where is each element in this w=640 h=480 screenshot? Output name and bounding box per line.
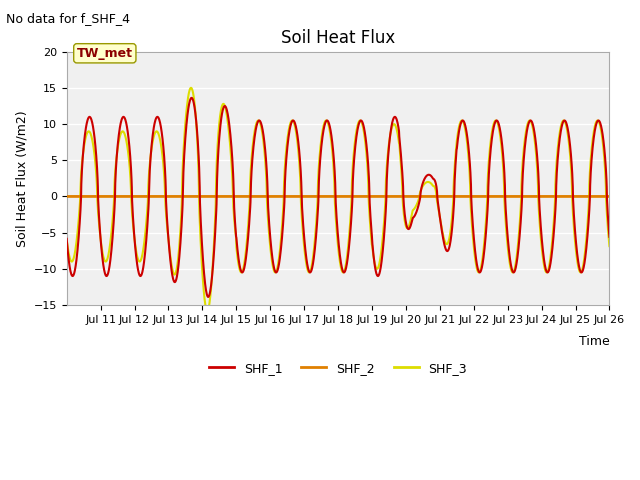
SHF_2 bbox=[327, 193, 335, 199]
Line: SHF_3: SHF_3 bbox=[67, 88, 609, 311]
SHF_3 bbox=[491, 119, 499, 124]
SHF_1 bbox=[63, 236, 70, 241]
SHF_1 bbox=[327, 131, 335, 137]
SHF_3 bbox=[90, 151, 98, 156]
Title: Soil Heat Flux: Soil Heat Flux bbox=[281, 29, 395, 48]
SHF_2 bbox=[63, 193, 70, 199]
SHF_2 bbox=[589, 193, 597, 199]
SHF_1 bbox=[491, 121, 499, 127]
SHF_1 bbox=[605, 234, 613, 240]
SHF_1 bbox=[90, 133, 98, 139]
SHF_2 bbox=[605, 193, 613, 199]
SHF_3 bbox=[313, 213, 321, 218]
X-axis label: Time: Time bbox=[579, 336, 609, 348]
Y-axis label: Soil Heat Flux (W/m2): Soil Heat Flux (W/m2) bbox=[15, 110, 28, 247]
Text: No data for f_SHF_4: No data for f_SHF_4 bbox=[6, 12, 131, 25]
SHF_2 bbox=[490, 193, 498, 199]
SHF_3 bbox=[605, 243, 613, 249]
SHF_3 bbox=[327, 137, 335, 143]
SHF_1 bbox=[313, 225, 321, 230]
SHF_2 bbox=[90, 193, 98, 199]
SHF_1 bbox=[590, 132, 598, 137]
SHF_2 bbox=[590, 193, 598, 199]
SHF_1 bbox=[204, 294, 212, 300]
SHF_3 bbox=[590, 128, 598, 133]
Line: SHF_1: SHF_1 bbox=[67, 98, 609, 297]
Text: TW_met: TW_met bbox=[77, 47, 133, 60]
SHF_3 bbox=[204, 308, 211, 314]
SHF_3 bbox=[590, 126, 598, 132]
SHF_3 bbox=[187, 85, 195, 91]
Legend: SHF_1, SHF_2, SHF_3: SHF_1, SHF_2, SHF_3 bbox=[204, 357, 472, 380]
SHF_1 bbox=[188, 95, 195, 101]
SHF_3 bbox=[63, 236, 70, 242]
SHF_2 bbox=[312, 193, 320, 199]
SHF_1 bbox=[590, 133, 598, 139]
